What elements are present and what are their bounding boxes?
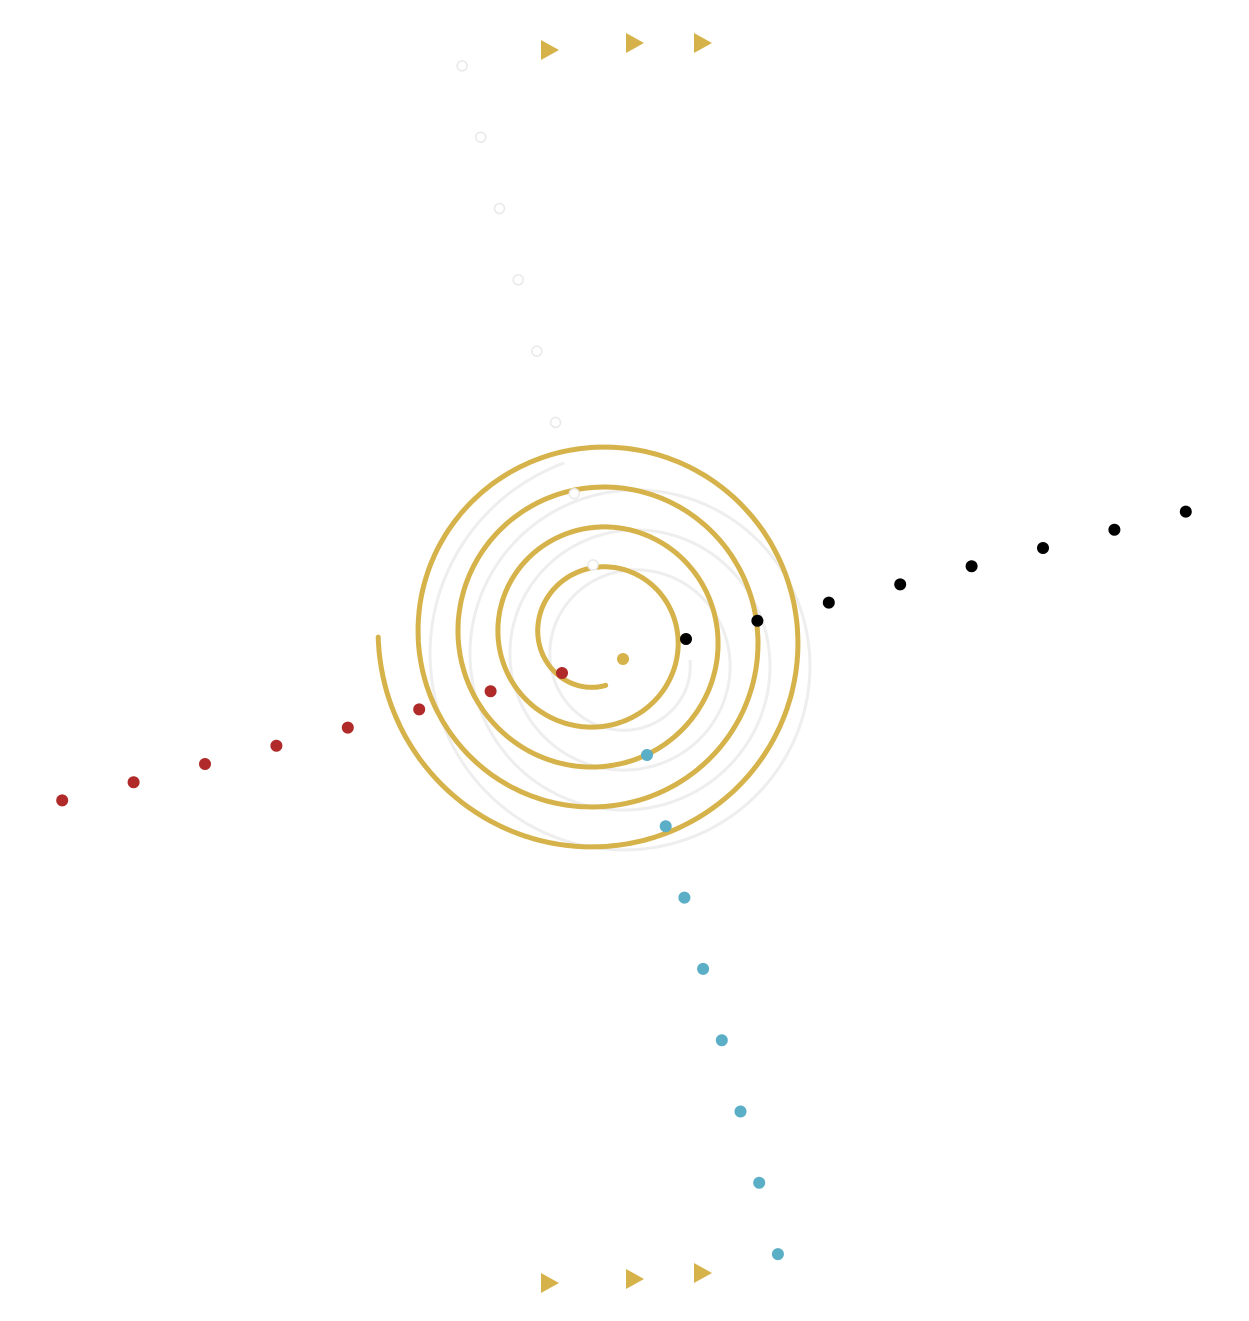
red-dot (127, 776, 140, 789)
black-dot (680, 633, 692, 645)
blue-dot (715, 1034, 728, 1047)
red-dot (341, 721, 354, 734)
blue-dot (641, 749, 653, 761)
blue-dot (659, 820, 672, 833)
faint-dot (531, 345, 543, 357)
faint-dot (493, 202, 506, 215)
blue-dot (678, 891, 691, 904)
blue-dots-group (641, 749, 784, 1261)
faint-dot (568, 487, 581, 500)
black-dot (1179, 505, 1192, 518)
black-dot (751, 614, 764, 627)
faint-dot (549, 416, 562, 429)
black-dot (1108, 523, 1121, 536)
faint-dots-group (456, 60, 599, 571)
faint-dot (587, 559, 599, 571)
red-dot (484, 685, 497, 698)
black-dot (965, 560, 978, 573)
black-dot (1037, 542, 1049, 554)
faint-dot (512, 274, 524, 286)
blue-dot (697, 962, 710, 975)
arrows-group (541, 33, 712, 1293)
red-dot (199, 758, 211, 770)
red-dots-group (56, 667, 568, 807)
red-dot (556, 667, 568, 679)
blue-dot (753, 1176, 766, 1189)
arrow-top-icon (541, 40, 559, 60)
faint-dot (475, 131, 487, 143)
red-dot (413, 703, 426, 716)
gold-spiral-line (375, 444, 801, 850)
arrow-bottom-icon (694, 1263, 712, 1283)
blue-dot (771, 1248, 784, 1261)
arrow-bottom-icon (626, 1269, 644, 1289)
red-dot (270, 739, 283, 752)
center-dot (617, 653, 629, 665)
black-dot (822, 596, 835, 609)
faint-dot (456, 60, 468, 72)
black-dot (894, 578, 907, 591)
arrow-bottom-icon (541, 1273, 559, 1293)
arrow-top-icon (694, 33, 712, 53)
faint-spiral-line (428, 461, 812, 852)
black-dots-group (680, 505, 1192, 645)
red-dot (56, 794, 69, 807)
blue-dot (734, 1105, 747, 1118)
arrow-top-icon (626, 33, 644, 53)
